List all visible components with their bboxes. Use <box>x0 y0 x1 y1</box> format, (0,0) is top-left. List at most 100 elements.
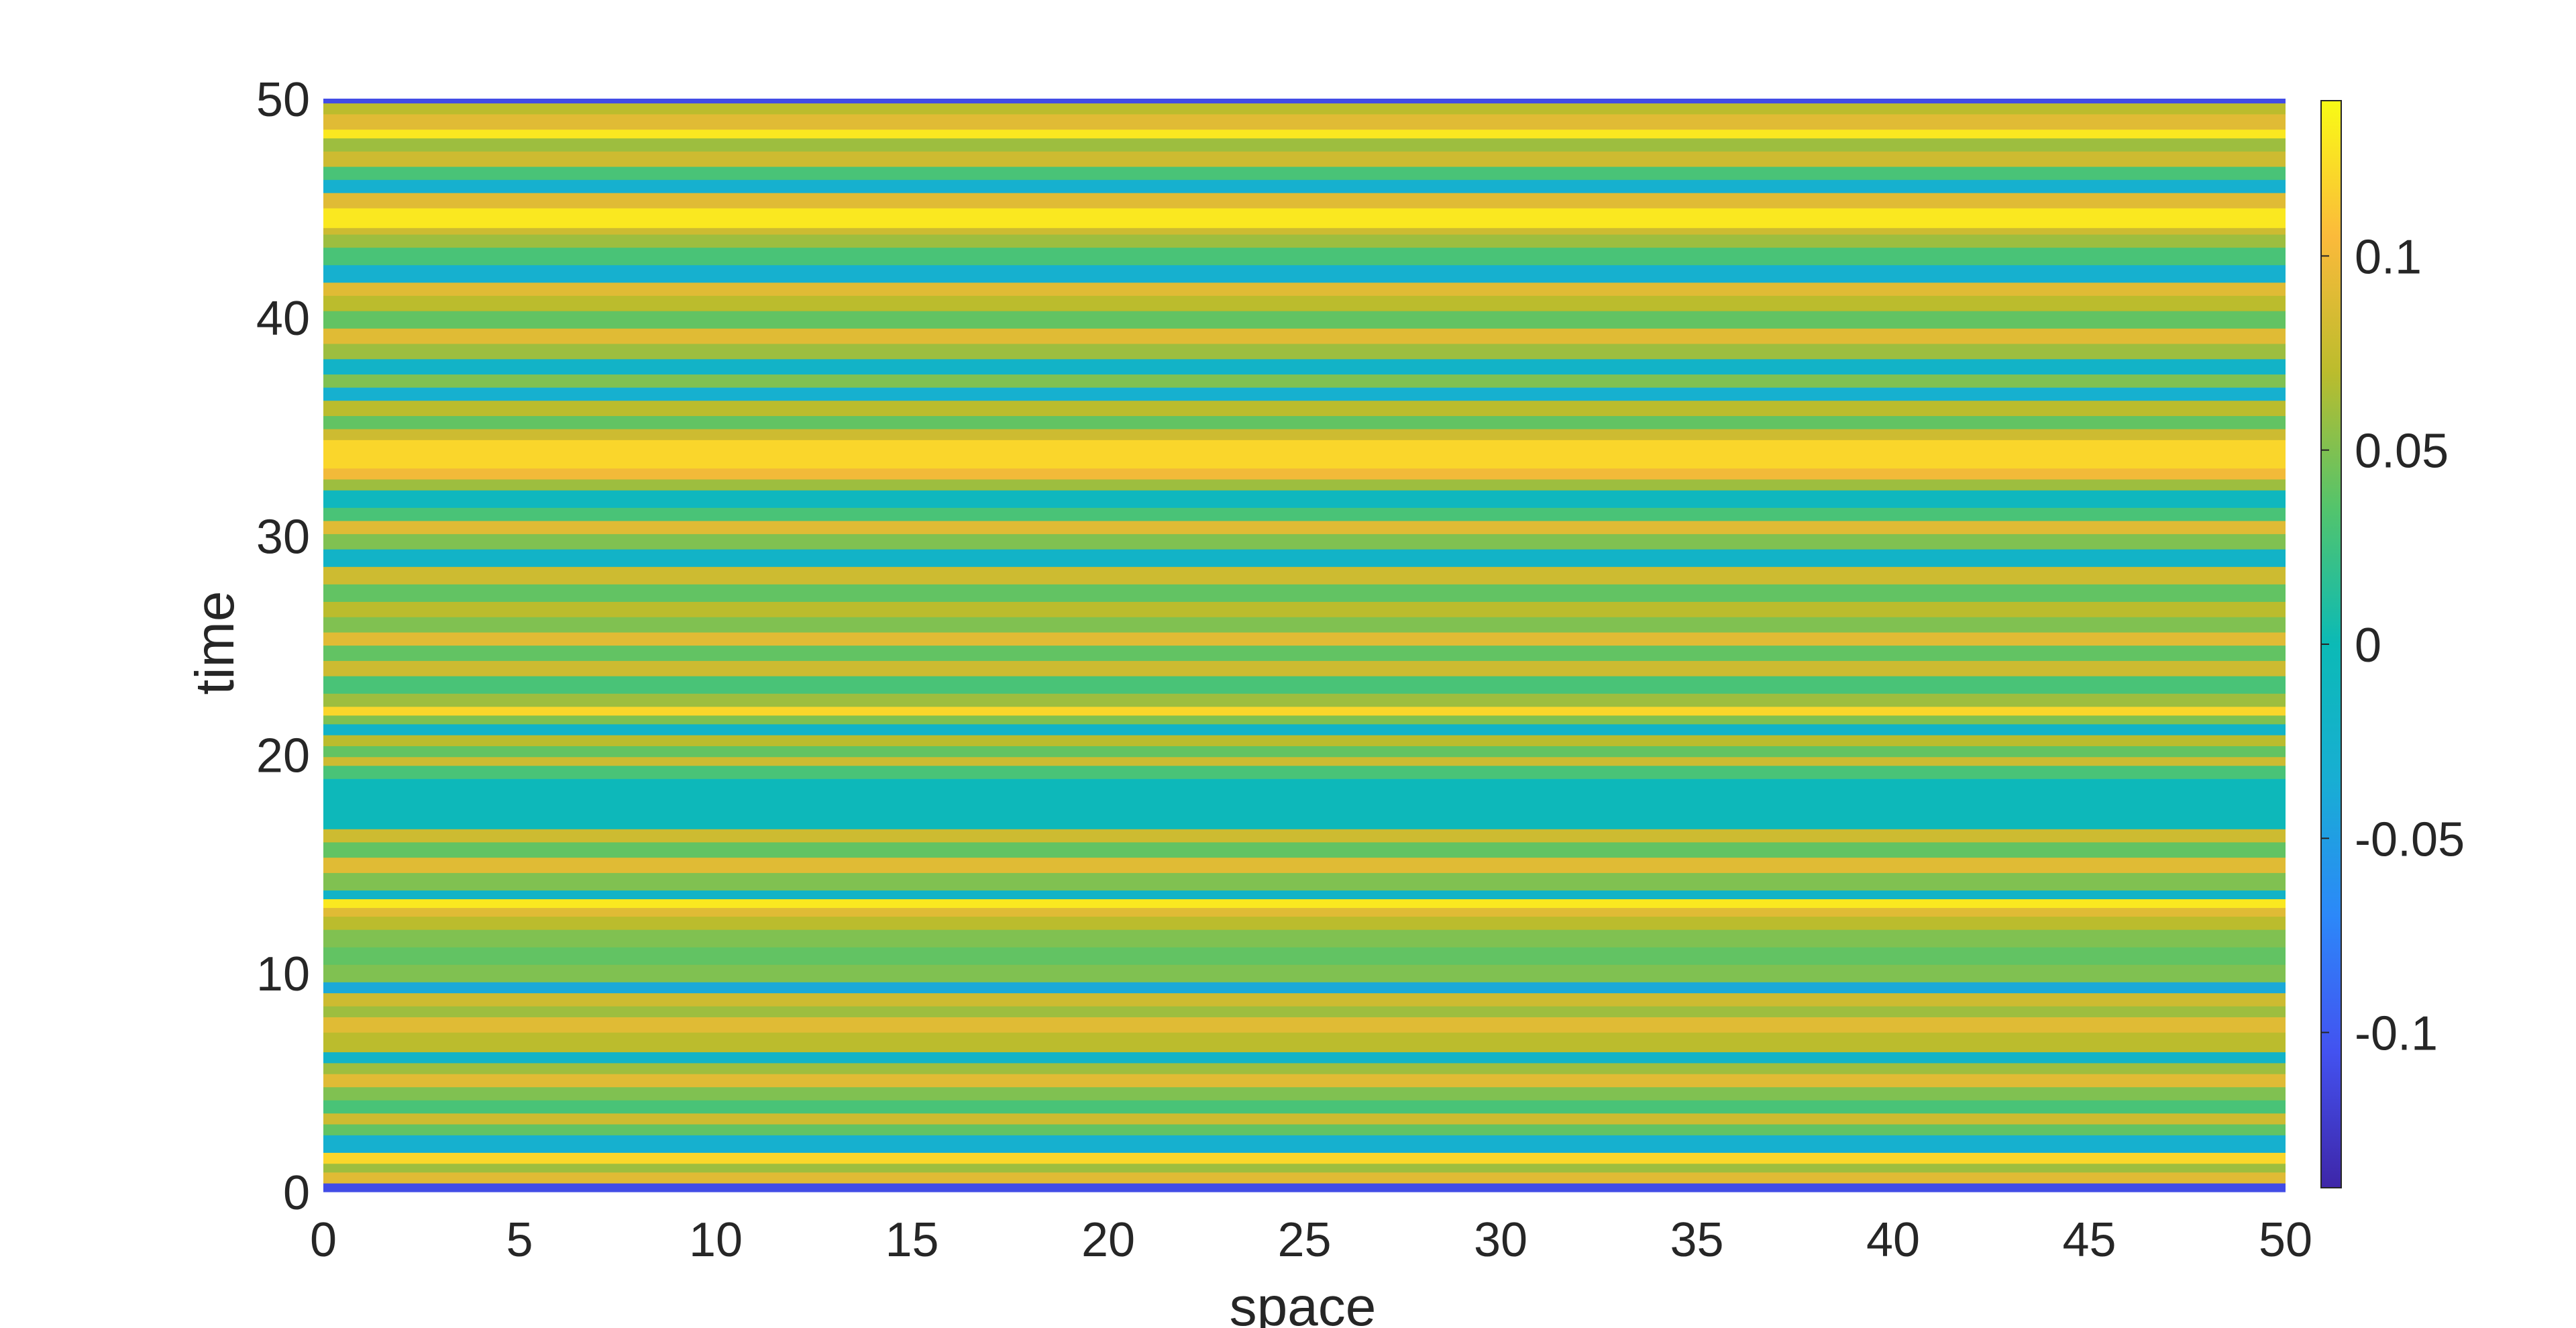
heatmap-band-50 <box>323 478 2286 491</box>
colorbar-ticks: -0.1 -0.05 0 0.05 0.1 <box>2321 230 2465 1061</box>
heatmap-band-72 <box>323 151 2286 167</box>
heatmap-band-57 <box>323 374 2286 388</box>
x-tick-label: 45 <box>2062 1213 2116 1267</box>
heatmap-band-22 <box>323 899 2286 909</box>
heatmap-band-33 <box>323 723 2286 735</box>
heatmap-band-5 <box>323 1124 2286 1135</box>
heatmap-band-10 <box>323 1062 2286 1074</box>
heatmap-band-9 <box>323 1074 2286 1088</box>
heatmap-plot-area <box>323 99 2286 1192</box>
heatmap-band-39 <box>323 645 2286 661</box>
heatmap-band-2 <box>323 1163 2286 1173</box>
heatmap-band-69 <box>323 193 2286 209</box>
heatmap-band-28 <box>323 778 2286 829</box>
heatmap-band-38 <box>323 660 2286 676</box>
x-tick-label: 50 <box>2259 1213 2312 1267</box>
heatmap-band-48 <box>323 507 2286 521</box>
colorbar: -0.1 -0.05 0 0.05 0.1 <box>2320 100 2465 1188</box>
y-tick-label: 10 <box>256 948 310 1001</box>
heatmap-band-32 <box>323 735 2286 746</box>
heatmap-band-15 <box>323 992 2286 1007</box>
heatmap-band-43 <box>323 584 2286 602</box>
heatmap-band-7 <box>323 1100 2286 1114</box>
x-tick-label: 35 <box>1670 1213 1723 1267</box>
heatmap-band-30 <box>323 756 2286 766</box>
heatmap-band-62 <box>323 295 2286 311</box>
y-tick-label: 40 <box>256 292 310 346</box>
heatmap-band-16 <box>323 982 2286 994</box>
heatmap-band-51 <box>323 468 2286 480</box>
heatmap-band-42 <box>323 601 2286 617</box>
heatmap-band-23 <box>323 890 2286 900</box>
x-tick-label: 10 <box>689 1213 743 1267</box>
heatmap-band-24 <box>323 872 2286 890</box>
heatmap-band-4 <box>323 1135 2286 1153</box>
colorbar-tick-label: 0.05 <box>2355 425 2449 478</box>
heatmap-band-27 <box>323 829 2286 843</box>
heatmap-band-20 <box>323 916 2286 930</box>
heatmap-band-61 <box>323 311 2286 329</box>
x-tick-label: 40 <box>1866 1213 1920 1267</box>
y-axis-ticks: 0 10 20 30 40 50 <box>256 73 310 1220</box>
heatmap-band-76 <box>323 103 2286 115</box>
heatmap-band-36 <box>323 693 2286 707</box>
heatmap-band-0 <box>323 1182 2286 1192</box>
colorbar-tick-label: 0.1 <box>2355 230 2422 284</box>
x-tick-label: 0 <box>310 1213 337 1267</box>
y-axis-label: time <box>184 591 246 695</box>
heatmap-band-26 <box>323 841 2286 858</box>
heatmap-band-8 <box>323 1086 2286 1101</box>
heatmap-band-58 <box>323 358 2286 375</box>
heatmap-band-37 <box>323 676 2286 694</box>
heatmap-band-40 <box>323 631 2286 646</box>
heatmap-band-34 <box>323 715 2286 725</box>
y-tick-label: 50 <box>256 73 310 127</box>
heatmap-band-59 <box>323 343 2286 360</box>
heatmap-band-63 <box>323 282 2286 296</box>
heatmap-band-3 <box>323 1152 2286 1164</box>
heatmap-band-54 <box>323 415 2286 429</box>
x-tick-label: 15 <box>885 1213 938 1267</box>
heatmap-band-6 <box>323 1113 2286 1125</box>
heatmap-band-11 <box>323 1052 2286 1064</box>
heatmap-band-53 <box>323 428 2286 440</box>
x-tick-label: 5 <box>506 1213 533 1267</box>
heatmap-band-19 <box>323 929 2286 948</box>
heatmap-band-73 <box>323 138 2286 152</box>
x-tick-label: 20 <box>1081 1213 1135 1267</box>
heatmap-band-46 <box>323 533 2286 550</box>
y-tick-label: 20 <box>256 729 310 782</box>
heatmap-band-64 <box>323 264 2286 283</box>
heatmap-band-55 <box>323 400 2286 417</box>
heatmap-band-13 <box>323 1017 2286 1033</box>
heatmap-band-47 <box>323 520 2286 534</box>
heatmap-band-75 <box>323 113 2286 130</box>
heatmap-band-65 <box>323 247 2286 266</box>
heatmap-band-68 <box>323 207 2286 228</box>
colorbar-tick-label: -0.05 <box>2355 813 2465 866</box>
colorbar-tick-label: -0.1 <box>2355 1007 2438 1061</box>
heatmap-band-41 <box>323 617 2286 633</box>
x-tick-label: 25 <box>1277 1213 1331 1267</box>
heatmap-band-17 <box>323 964 2286 982</box>
heatmap-band-14 <box>323 1006 2286 1017</box>
y-tick-label: 30 <box>256 511 310 564</box>
heatmap-band-56 <box>323 387 2286 401</box>
colorbar-tick-label: 0 <box>2355 619 2381 672</box>
heatmap-band-18 <box>323 947 2286 965</box>
x-tick-label: 30 <box>1474 1213 1527 1267</box>
heatmap-band-67 <box>323 227 2286 235</box>
heatmap-band-1 <box>323 1172 2286 1184</box>
heatmap-band-52 <box>323 440 2286 469</box>
heatmap-band-70 <box>323 179 2286 193</box>
heatmap-band-25 <box>323 857 2286 873</box>
heatmap-band-29 <box>323 765 2286 779</box>
heatmap-band-49 <box>323 490 2286 508</box>
y-tick-label: 0 <box>283 1166 310 1220</box>
heatmap-band-44 <box>323 566 2286 584</box>
heatmap-band-60 <box>323 328 2286 344</box>
heatmap-band-66 <box>323 234 2286 248</box>
heatmap-band-77 <box>323 99 2286 104</box>
heatmap-band-35 <box>323 706 2286 716</box>
